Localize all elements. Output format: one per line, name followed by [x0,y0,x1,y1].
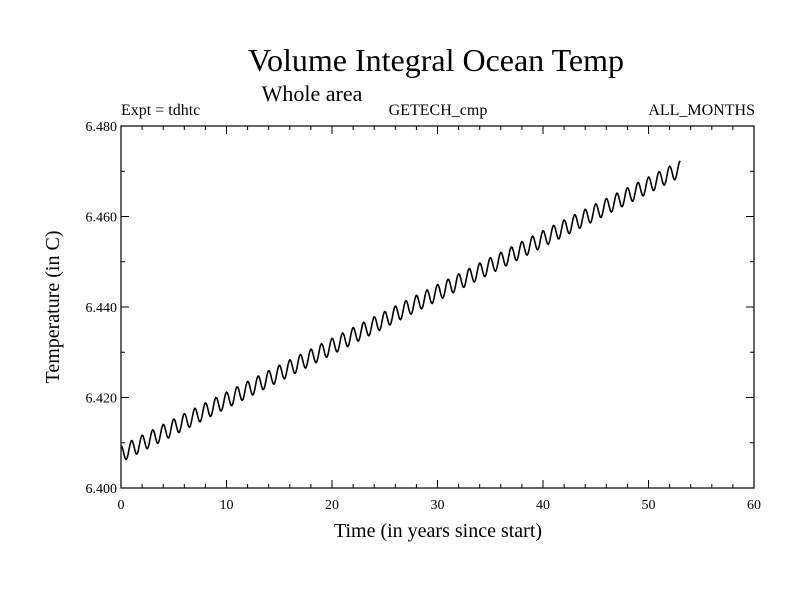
months-label: ALL_MONTHS [648,102,755,119]
y-axis-label: Temperature (in C) [42,231,64,384]
x-tick-label: 30 [431,498,445,513]
x-tick-label: 60 [747,498,761,513]
y-tick-label: 6.420 [86,392,118,407]
x-axis-label: Time (in years since start) [334,520,542,542]
x-tick-label: 40 [536,498,550,513]
x-tick-label: 20 [325,498,339,513]
x-tick-label: 0 [118,498,125,513]
plot-frame [120,125,755,489]
chart-subtitle: Whole area [262,81,363,106]
experiment-label: Expt = tdhtc [121,102,200,119]
chart-title: Volume Integral Ocean Temp [248,42,624,78]
y-tick-label: 6.400 [86,482,118,497]
dataset-label: GETECH_cmp [389,102,488,119]
tick-labels: 0 10 20 30 40 50 60 6.400 6.420 6.440 6.460 6.480 [86,120,762,513]
x-tick-label: 50 [642,498,656,513]
y-tick-label: 6.480 [86,120,118,135]
y-tick-label: 6.460 [86,211,118,226]
x-tick-label: 10 [220,498,234,513]
temperature-series-line [120,160,681,461]
axis-ticks [120,125,755,489]
y-tick-label: 6.440 [86,301,118,316]
